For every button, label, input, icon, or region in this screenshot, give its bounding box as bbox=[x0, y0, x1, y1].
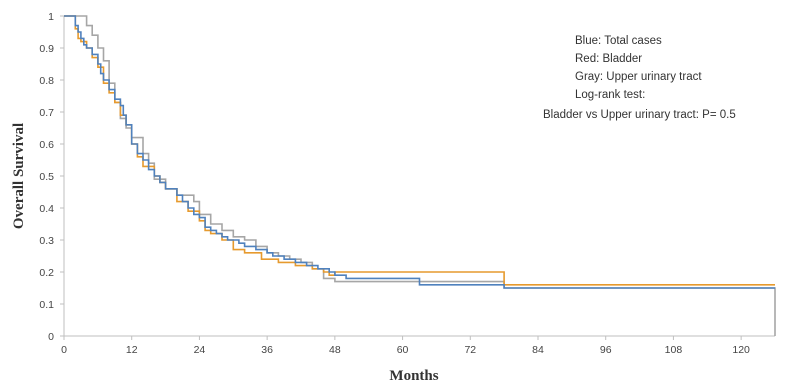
x-tick-label: 36 bbox=[261, 344, 273, 356]
series-layer bbox=[64, 15, 776, 336]
y-tick-label: 1 bbox=[48, 11, 54, 23]
y-tick-label: 0.3 bbox=[39, 235, 54, 247]
x-tick-label: 48 bbox=[329, 344, 341, 356]
y-tick-label: 0.6 bbox=[39, 139, 54, 151]
x-tick-label: 60 bbox=[397, 344, 409, 356]
y-tick-label: 0.7 bbox=[39, 107, 54, 119]
x-tick-label: 24 bbox=[194, 344, 206, 356]
annotation-red-line: Red: Bladder bbox=[575, 53, 642, 65]
x-tick-label: 72 bbox=[464, 344, 476, 356]
annotation-block: Blue: Total cases Red: Bladder Gray: Upp… bbox=[543, 35, 736, 121]
y-tick-label: 0.1 bbox=[39, 299, 54, 311]
x-tick-label: 120 bbox=[732, 344, 750, 356]
annotation-gray-line: Gray: Upper urinary tract bbox=[575, 71, 702, 83]
x-tick-label: 84 bbox=[532, 344, 544, 356]
y-axis-title: Overall Survival bbox=[11, 123, 27, 229]
y-tick-label: 0.9 bbox=[39, 43, 54, 55]
series-line-1 bbox=[64, 15, 775, 286]
x-tick-label: 0 bbox=[61, 344, 67, 356]
x-tick-label: 108 bbox=[665, 344, 683, 356]
x-tick-label: 96 bbox=[600, 344, 612, 356]
y-tick-label: 0.5 bbox=[39, 171, 54, 183]
axes: 0 0.1 0.2 0.3 0.4 0.5 0.6 0.7 0.8 0.9 1 0 12 24 36 48 60… bbox=[39, 11, 775, 356]
series-line-2 bbox=[64, 15, 776, 336]
y-tick-label: 0.4 bbox=[39, 203, 54, 215]
annotation-pvalue: Bladder vs Upper urinary tract: P= 0.5 bbox=[543, 109, 736, 121]
y-tick-label: 0 bbox=[48, 331, 54, 343]
annotation-blue-line: Blue: Total cases bbox=[575, 35, 662, 47]
x-axis-title: Months bbox=[389, 368, 438, 384]
y-tick-label: 0.8 bbox=[39, 75, 54, 87]
x-tick-label: 12 bbox=[126, 344, 138, 356]
series-line-0 bbox=[64, 15, 775, 289]
y-tick-label: 0.2 bbox=[39, 267, 54, 279]
annotation-logrank-heading: Log-rank test: bbox=[575, 89, 645, 101]
